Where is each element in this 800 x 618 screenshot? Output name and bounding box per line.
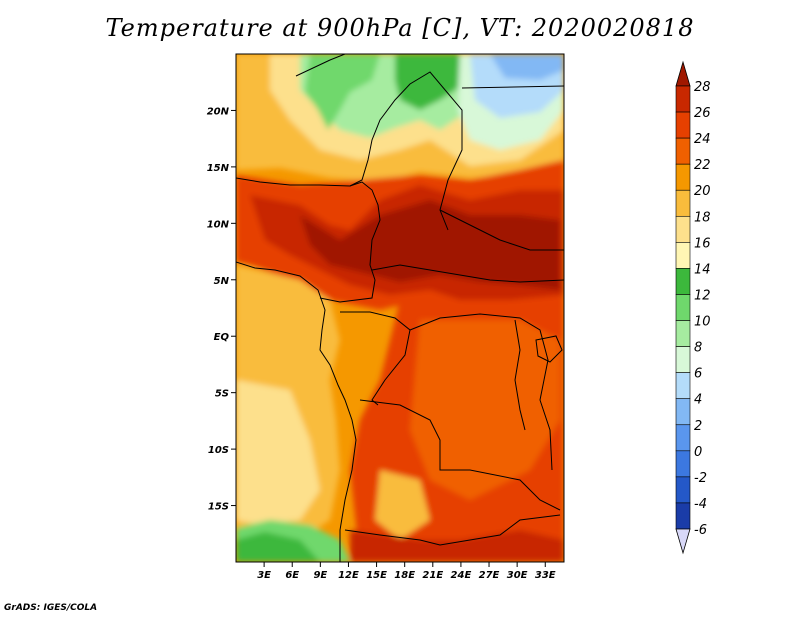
field-west-18 xyxy=(236,380,320,525)
lon-tick-label: 12E xyxy=(338,570,359,581)
border-niger-algeria xyxy=(295,54,346,77)
lat-tick-label: 15S xyxy=(208,502,229,513)
field-sw-14 xyxy=(236,532,320,562)
colorbar-segment xyxy=(675,450,691,478)
lon-tick-label: 3E xyxy=(257,570,271,581)
lake-victoria xyxy=(535,335,563,363)
longitude-axis: 3E 6E 9E 12E 15E 18E 21E 24E 27E 30E 33E xyxy=(257,562,556,581)
colorbar-segment xyxy=(675,163,691,191)
colorbar-label: 2 xyxy=(694,419,702,434)
lon-tick-label: 18E xyxy=(394,570,415,581)
temperature-field xyxy=(236,54,564,562)
lon-tick-label: 33E xyxy=(535,570,556,581)
latitude-axis: 20N 15N 10N 5N EQ 5S 10S 15S xyxy=(207,106,236,513)
lon-tick-label: 24E xyxy=(451,570,472,581)
map-title: Temperature at 900hPa [C], VT: 202002081… xyxy=(105,14,695,42)
colorbar-label: 20 xyxy=(694,184,711,199)
colorbar-label: -6 xyxy=(694,523,707,538)
colorbar-label: 26 xyxy=(694,106,711,121)
colorbar-segment xyxy=(675,189,691,217)
border-sudan xyxy=(439,209,564,251)
colorbar-label: 14 xyxy=(694,262,711,277)
lon-tick-label: 27E xyxy=(479,570,500,581)
field-ne-6 xyxy=(490,54,564,80)
colorbar-segment xyxy=(675,398,691,426)
colorbar-bottom-triangle xyxy=(675,528,691,555)
lon-tick-label: 15E xyxy=(366,570,387,581)
colorbar-segment xyxy=(675,372,691,400)
lon-tick-label: 21E xyxy=(422,570,443,581)
lon-tick-label: 30E xyxy=(507,570,528,581)
field-south-22 xyxy=(410,320,560,500)
map-frame xyxy=(235,53,565,563)
colorbar-segment xyxy=(675,346,691,373)
border-car xyxy=(371,264,564,283)
colorbar-label: 10 xyxy=(694,315,711,330)
lat-tick-label: 15N xyxy=(207,163,230,174)
grads-credit: GrADS: IGES/COLA xyxy=(4,603,98,613)
colorbar-segment xyxy=(675,215,691,243)
colorbar-label: 28 xyxy=(694,80,711,95)
colorbar-segment xyxy=(675,476,691,504)
lat-tick-label: 10N xyxy=(207,219,230,230)
colorbar-segment xyxy=(675,502,691,530)
colorbar-label: -4 xyxy=(694,497,707,512)
lat-tick-label: EQ xyxy=(214,332,230,343)
lon-tick-label: 9E xyxy=(313,570,327,581)
colorbar-label: 22 xyxy=(694,158,711,173)
colorbar-label: -2 xyxy=(694,471,707,486)
border-egypt-sudan xyxy=(461,85,564,89)
colorbar-segment xyxy=(675,242,691,269)
colorbar-label: 4 xyxy=(694,393,702,408)
field-hot-28 xyxy=(300,200,560,290)
colorbar-label: 16 xyxy=(694,236,711,251)
colorbar-label: 6 xyxy=(694,367,702,382)
country-borders xyxy=(236,54,564,562)
border-south xyxy=(344,514,561,546)
colorbar-segment xyxy=(675,424,691,452)
lake-tanganyika xyxy=(514,319,526,431)
colorbar-segment xyxy=(675,111,691,139)
colorbar-top-triangle xyxy=(675,60,691,87)
colorbar-label: 12 xyxy=(694,288,711,303)
colorbar-label: 0 xyxy=(694,445,702,460)
border-angola-zambia xyxy=(359,399,561,511)
border-nigeria-cameroon xyxy=(236,177,381,303)
coastline-west xyxy=(236,261,357,562)
border-chad xyxy=(349,71,463,231)
lat-tick-label: 5S xyxy=(215,389,229,400)
colorbar-label: 24 xyxy=(694,132,711,147)
field-north-14b xyxy=(395,54,460,110)
colorbar-segment xyxy=(675,137,691,165)
field-north-14a xyxy=(305,54,380,130)
lon-tick-label: 6E xyxy=(285,570,299,581)
colorbar-segment xyxy=(675,268,691,295)
field-south-20 xyxy=(375,470,430,540)
colorbar-segment xyxy=(675,320,691,347)
colorbar-label: 8 xyxy=(694,341,702,356)
lat-tick-label: 5N xyxy=(214,276,230,287)
lat-tick-label: 10S xyxy=(208,445,229,456)
border-congo xyxy=(340,311,411,406)
border-drc-east xyxy=(409,313,553,471)
colorbar-segment xyxy=(675,294,691,321)
colorbar-segment xyxy=(675,85,691,113)
colorbar-label: 18 xyxy=(694,210,711,225)
lat-tick-label: 20N xyxy=(207,106,230,117)
